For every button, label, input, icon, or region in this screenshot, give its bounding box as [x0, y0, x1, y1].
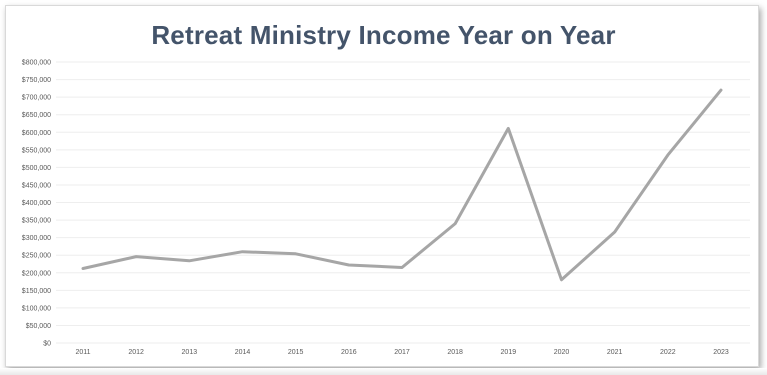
- y-tick-label: $0: [43, 341, 51, 348]
- bottom-shadow: [0, 368, 767, 375]
- x-tick-label: 2012: [128, 349, 144, 356]
- y-tick-label: $50,000: [26, 323, 51, 330]
- y-tick-label: $650,000: [22, 112, 51, 119]
- x-tick-label: 2018: [447, 349, 463, 356]
- x-tick-label: 2021: [607, 349, 623, 356]
- y-tick-label: $150,000: [22, 288, 51, 295]
- x-tick-label: 2022: [660, 349, 676, 356]
- y-tick-label: $300,000: [22, 235, 51, 242]
- x-tick-label: 2019: [501, 349, 517, 356]
- y-tick-label: $700,000: [22, 95, 51, 102]
- chart-title: Retreat Ministry Income Year on Year: [151, 20, 616, 50]
- y-tick-label: $450,000: [22, 182, 51, 189]
- y-tick-label: $500,000: [22, 165, 51, 172]
- y-tick-label: $350,000: [22, 218, 51, 225]
- y-tick-label: $750,000: [22, 77, 51, 84]
- x-tick-label: 2013: [182, 349, 198, 356]
- x-tick-label: 2014: [235, 349, 251, 356]
- x-tick-label: 2015: [288, 349, 304, 356]
- x-tick-label: 2023: [713, 349, 729, 356]
- y-tick-label: $400,000: [22, 200, 51, 207]
- x-tick-label: 2020: [554, 349, 570, 356]
- y-tick-label: $250,000: [22, 253, 51, 260]
- y-tick-label: $550,000: [22, 147, 51, 154]
- y-tick-label: $800,000: [22, 60, 51, 67]
- y-tick-label: $200,000: [22, 270, 51, 277]
- x-tick-label: 2011: [75, 349, 90, 356]
- y-tick-label: $600,000: [22, 130, 51, 137]
- series-line: [81, 88, 723, 282]
- y-tick-label: $100,000: [22, 305, 51, 312]
- x-tick-label: 2016: [341, 349, 357, 356]
- chart-frame: [5, 5, 759, 367]
- x-tick-label: 2017: [394, 349, 410, 356]
